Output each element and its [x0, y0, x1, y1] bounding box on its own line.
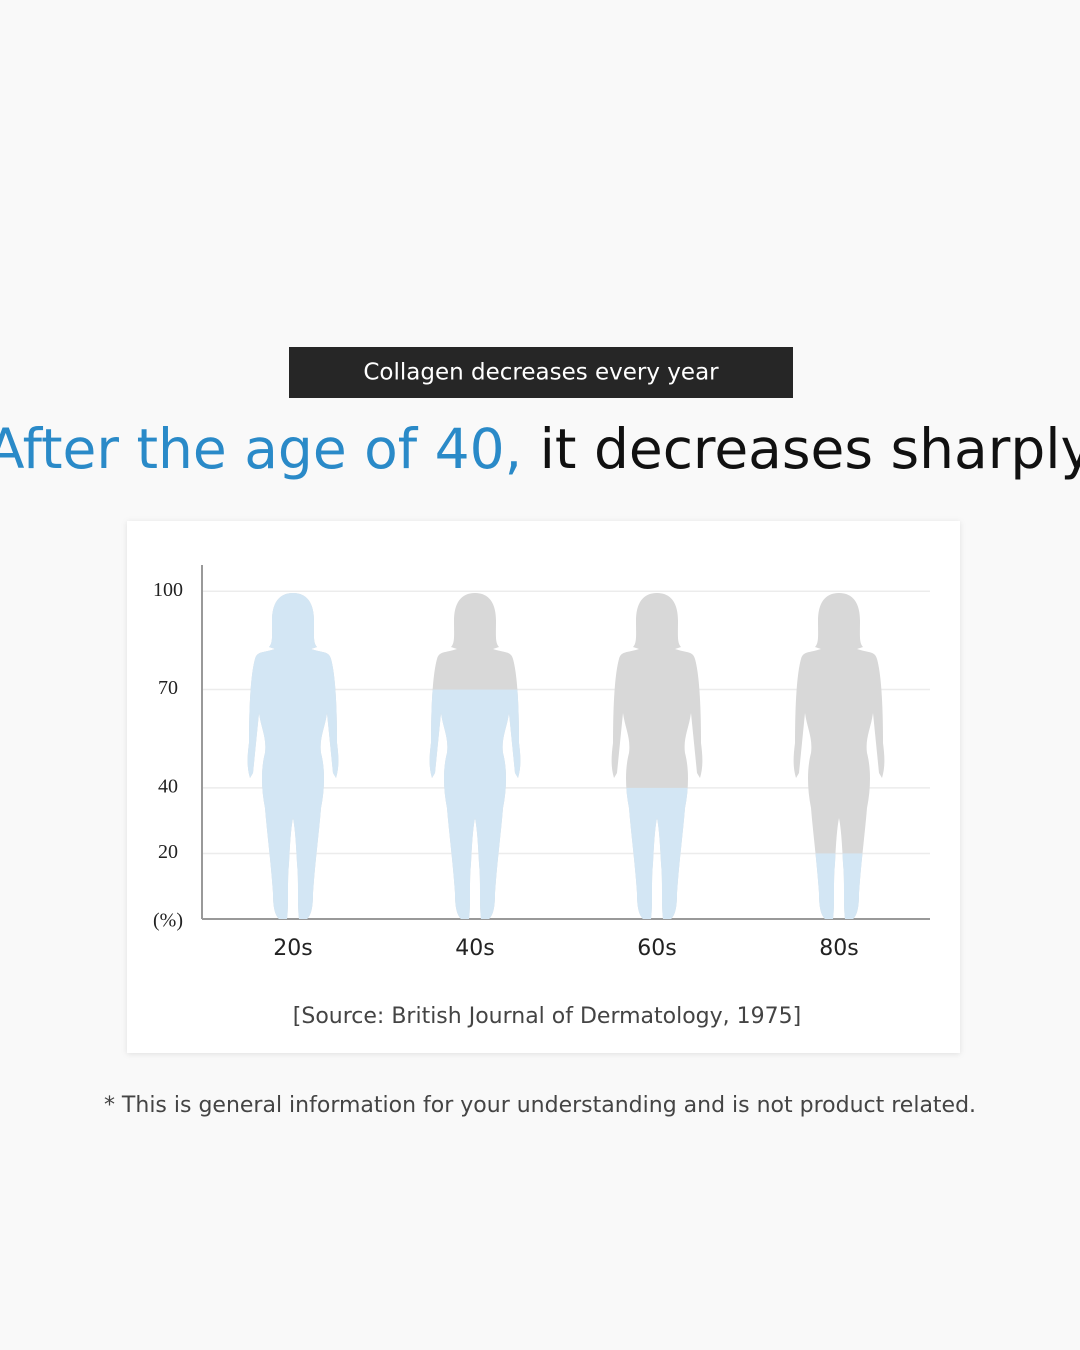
y-axis-unit: (%) — [153, 910, 183, 932]
x-tick-label: 40s — [455, 936, 494, 961]
figure — [793, 593, 885, 919]
headline: After the age of 40, it decreases sharpl… — [0, 417, 1080, 481]
y-tick-label: 40 — [158, 775, 178, 797]
headline-highlight: After the age of 40, — [0, 417, 522, 481]
badge-box — [289, 347, 793, 398]
y-tick-label: 100 — [153, 579, 183, 601]
headline-rest: it decreases sharply — [540, 417, 1080, 481]
x-tick-label: 60s — [637, 936, 676, 961]
badge-text: Collagen decreases every year — [363, 360, 719, 386]
footnote: * This is general information for your u… — [104, 1093, 976, 1118]
x-tick-label: 20s — [273, 936, 312, 961]
y-tick-label: 70 — [158, 677, 178, 699]
plot: 20 40 70 100 (%) 20s 40s 60s 80s — [153, 565, 930, 961]
source: [Source: British Journal of Dermatology,… — [293, 1004, 801, 1029]
y-tick-label: 20 — [158, 841, 178, 863]
x-tick-label: 80s — [819, 936, 858, 961]
